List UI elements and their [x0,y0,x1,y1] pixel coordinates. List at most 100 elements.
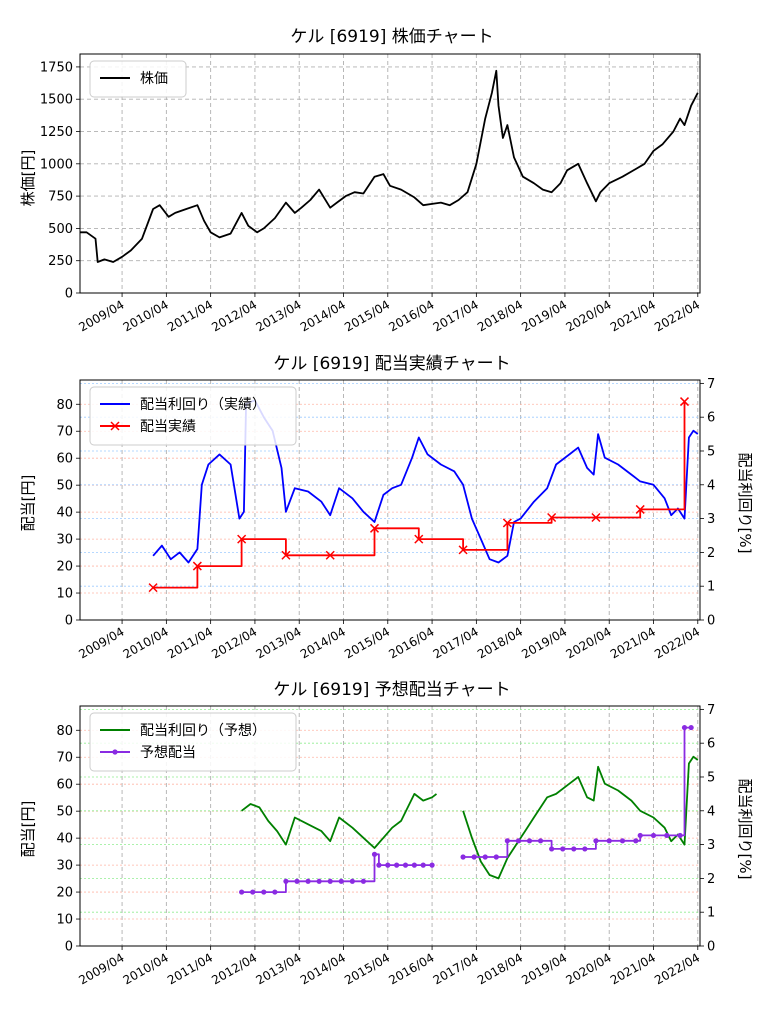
x-tick-label: 2021/04 [608,624,658,661]
y-tick-label: 60 [56,778,73,793]
x-tick-label: 2015/04 [342,950,392,987]
x-tick-label: 2022/04 [652,624,702,661]
series-line [241,793,438,849]
x-tick-label: 2019/04 [519,624,569,661]
chart-title: ケル [6919] 株価チャート [290,27,493,47]
data-point-marker [619,838,626,844]
x-tick-label: 2016/04 [386,624,436,661]
data-point-marker [369,523,380,533]
y2-tick-label: 2 [707,872,715,887]
data-point-marker [504,838,510,844]
x-tick-label: 2021/04 [608,297,658,334]
chart-title: ケル [6919] 配当実績チャート [273,354,510,374]
legend-marker [110,421,120,431]
x-tick-label: 2019/04 [519,950,569,987]
y-tick-label: 80 [56,398,73,413]
x-tick-label: 2015/04 [342,624,392,661]
series-line [80,69,699,263]
legend-label: 予想配当 [140,745,196,761]
y2-axis-label: 配当利回り[%] [736,453,754,554]
data-point-marker [192,561,202,571]
y2-tick-label: 5 [707,444,715,459]
x-tick-label: 2009/04 [76,624,126,661]
y-tick-label: 60 [56,452,73,467]
data-point-marker [371,851,378,857]
dividend-actual-chart: ケル [6919] 配当実績チャート 配当[円] 配当利回り[%] 2009/0… [19,354,754,662]
x-tick-label: 2013/04 [254,297,304,334]
y-tick-label: 500 [48,222,73,237]
data-point-marker [316,878,322,884]
x-tick-label: 2018/04 [475,297,525,334]
legend-label: 配当利回り（実績） [140,397,266,413]
series-line [462,755,699,880]
data-point-marker [591,512,601,523]
y2-tick-label: 3 [707,512,715,527]
x-tick-label: 2015/04 [342,297,392,334]
y2-tick-label: 3 [707,838,715,853]
series-line [152,399,699,564]
x-tick-label: 2018/04 [475,624,525,661]
data-point-marker [325,550,335,560]
chart-title: ケル [6919] 予想配当チャート [273,680,510,700]
data-point-marker [429,862,435,868]
data-point-marker [650,832,657,839]
y-axis-label: 配当[円] [19,801,37,858]
data-point-marker [360,878,367,884]
data-point-marker [688,724,694,731]
x-tick-label: 2010/04 [121,950,171,987]
data-point-marker [593,838,599,844]
y2-tick-label: 1 [707,906,715,921]
x-tick-label: 2011/04 [165,624,215,661]
data-point-marker [148,583,158,593]
y-tick-label: 30 [56,533,73,548]
x-tick-label: 2017/04 [431,624,481,661]
data-point-marker [549,846,555,852]
y-tick-label: 40 [56,506,73,521]
x-tick-label: 2012/04 [209,624,259,661]
legend-box [89,712,297,772]
y2-tick-label: 0 [707,614,715,629]
x-tick-label: 2014/04 [298,950,348,987]
x-tick-label: 2020/04 [564,624,614,661]
y-tick-label: 20 [56,560,73,575]
x-tick-label: 2011/04 [165,950,215,987]
legend-box [89,60,187,98]
data-point-marker [376,862,382,868]
x-tick-label: 2021/04 [608,950,658,987]
plot-frame [79,705,701,947]
x-tick-label: 2013/04 [254,624,304,661]
y-tick-label: 1500 [40,93,73,108]
legend-box [89,386,297,446]
data-point-marker [294,878,300,884]
legend-label: 株価 [140,71,168,87]
y-tick-label: 0 [65,940,73,955]
y-tick-label: 1250 [40,125,73,140]
y-tick-label: 70 [56,425,73,440]
legend: 配当利回り（実績） 配当実績 [89,386,297,446]
y2-tick-label: 4 [707,804,715,819]
x-tick-label: 2017/04 [431,950,481,987]
data-point-marker [515,838,522,844]
x-tick-label: 2011/04 [165,297,215,334]
legend-label: 配当実績 [140,419,196,435]
data-point-marker [633,838,639,844]
y2-tick-label: 7 [707,703,715,718]
data-point-marker [493,854,499,860]
data-point-marker [471,854,477,860]
x-tick-label: 2022/04 [652,297,702,334]
data-point-marker [411,862,417,868]
dividend-forecast-chart: ケル [6919] 予想配当チャート 配当[円] 配当利回り[%] 2009/0… [19,680,754,988]
y-tick-label: 80 [56,724,73,739]
x-tick-label: 2010/04 [121,624,171,661]
data-point-marker [460,854,466,860]
legend-marker [112,749,118,755]
y2-tick-label: 4 [707,478,715,493]
plot-frame [79,379,701,621]
data-point-marker [237,534,247,544]
data-point-marker [283,878,289,884]
data-point-marker [349,878,355,884]
y-tick-label: 20 [56,886,73,901]
data-point-marker [560,846,566,852]
data-point-marker [502,518,512,528]
